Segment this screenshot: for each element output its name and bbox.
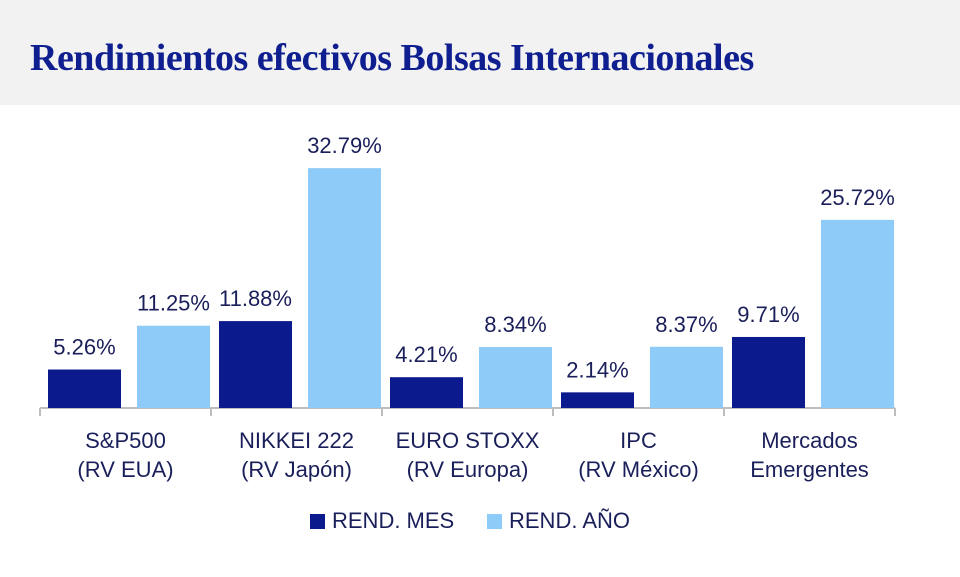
- x-tick-label: (RV Europa): [407, 457, 529, 482]
- x-tick-label: (RV Japón): [241, 457, 352, 482]
- bar-mes: [390, 377, 463, 408]
- legend-swatch-ano: [487, 514, 502, 529]
- bar-chart: 5.26% 11.88% 4.21% 2.14% 9.71% 11.25% 32.79% 8.…: [39, 133, 896, 533]
- data-label: 5.26%: [53, 335, 115, 360]
- x-tick-label: NIKKEI 222: [239, 428, 354, 453]
- bar-ano: [308, 168, 381, 408]
- x-tick-label: (RV EUA): [77, 457, 173, 482]
- legend-swatch-mes: [310, 514, 325, 529]
- data-label: 4.21%: [395, 342, 457, 367]
- x-tick-label: Emergentes: [750, 457, 869, 482]
- title-header: Rendimientos efectivos Bolsas Internacio…: [0, 0, 960, 105]
- x-tick-label: Mercados: [761, 428, 858, 453]
- x-tick-label: (RV México): [578, 457, 699, 482]
- bar-ano: [821, 219, 894, 408]
- legend-label-mes: REND. MES: [332, 508, 454, 533]
- x-tick-label: IPC: [620, 428, 657, 453]
- data-label: 8.34%: [484, 312, 546, 337]
- legend-label-ano: REND. AÑO: [509, 508, 630, 533]
- bar-mes: [48, 369, 121, 408]
- x-tick-label: EURO STOXX: [396, 428, 540, 453]
- bar-mes: [732, 336, 805, 408]
- data-label: 32.79%: [307, 133, 382, 158]
- data-label: 11.25%: [137, 291, 210, 316]
- bar-ano: [650, 346, 723, 408]
- data-label: 25.72%: [820, 185, 895, 210]
- data-label: 8.37%: [655, 312, 717, 337]
- bar-mes: [219, 321, 292, 408]
- bar-ano: [479, 346, 552, 408]
- bar-ano: [137, 325, 210, 408]
- x-tick-label: S&P500: [85, 428, 166, 453]
- chart-panel: 5.26% 11.88% 4.21% 2.14% 9.71% 11.25% 32.79% 8.…: [0, 105, 960, 577]
- data-label: 11.88%: [219, 286, 292, 311]
- data-label: 2.14%: [566, 357, 628, 382]
- data-label: 9.71%: [737, 302, 799, 327]
- bar-mes: [561, 392, 634, 408]
- chart-title: Rendimientos efectivos Bolsas Internacio…: [30, 37, 754, 79]
